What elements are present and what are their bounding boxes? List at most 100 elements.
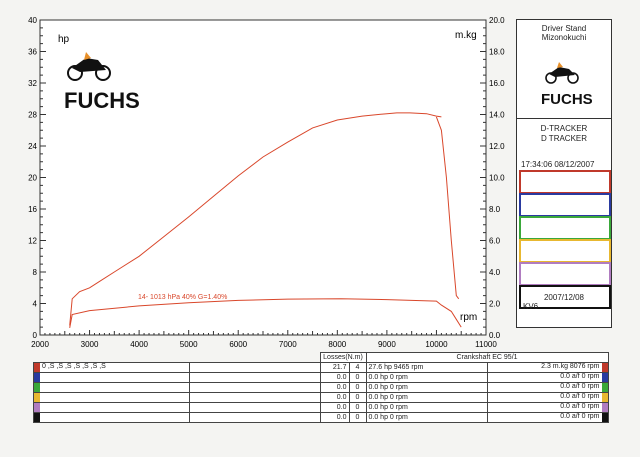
x-tick-label: 6000 — [229, 340, 247, 349]
y-right-tick-label: 8.0 — [489, 205, 501, 214]
losses-b: 0 — [348, 392, 367, 403]
run-color-marker — [34, 413, 40, 422]
x-tick-label: 9000 — [378, 340, 396, 349]
flame-icon — [84, 52, 91, 60]
losses-a: 0.0 — [319, 372, 350, 383]
x-tick-label: 11000 — [475, 340, 497, 349]
y-left-tick-label: 12 — [28, 237, 37, 246]
motorcycle-icon — [549, 67, 575, 77]
run-notes — [189, 412, 321, 423]
y-right-tick-label: 14.0 — [489, 111, 505, 120]
y-left-tick-label: 24 — [28, 142, 37, 151]
peak-torque-text: 0.0 a/f 0 rpm — [560, 373, 600, 380]
y-left-tick-label: 36 — [28, 48, 37, 57]
losses-a: 21.7 — [319, 362, 350, 373]
losses-a: 0.0 — [319, 392, 350, 403]
y-left-tick-label: 20 — [28, 174, 37, 183]
x-tick-label: 4000 — [130, 340, 148, 349]
losses-b: 0 — [348, 412, 367, 423]
motorcycle-icon — [72, 58, 106, 72]
run-swatch — [519, 285, 611, 309]
info-panel: Driver Stand Mizonokuchi FUCHS D-TRACKER… — [516, 19, 612, 328]
losses-a-text: 0.0 — [336, 383, 347, 391]
peak-power: 0.0 hp 0 rpm — [365, 382, 488, 393]
model-line1: D-TRACKER — [540, 124, 588, 133]
y-left-axis-label: hp — [58, 34, 70, 45]
losses-b: 0 — [348, 382, 367, 393]
run-color-marker — [34, 393, 40, 402]
y-left-tick-label: 8 — [33, 268, 38, 277]
run-color-marker — [601, 363, 608, 372]
losses-a-text: 0.0 — [336, 413, 347, 421]
losses-b-text: 0 — [355, 383, 360, 391]
y-left-tick-label: 32 — [28, 79, 37, 88]
run-label-text: 0 ,S ,S ,S ,S ,S ,S ,S — [42, 363, 106, 370]
y-left-axis: 0 4 8 12 16 20 24 28 32 36 40 — [28, 16, 46, 340]
x-tick-label: 2000 — [31, 340, 49, 349]
peak-power: 27.6 hp 9465 rpm — [365, 362, 488, 373]
y-right-axis-label: m.kg — [455, 30, 477, 41]
peak-power-text: 0.0 hp 0 rpm — [368, 403, 408, 411]
y-right-tick-label: 12.0 — [489, 142, 505, 151]
losses-a: 0.0 — [319, 402, 350, 413]
panel-logo: FUCHS — [541, 62, 593, 108]
y-left-tick-label: 4 — [33, 300, 38, 309]
power-line — [435, 116, 460, 300]
peak-torque-text: 2.3 m.kg 8076 rpm — [541, 363, 600, 370]
y-right-tick-label: 6.0 — [489, 237, 501, 246]
peak-power: 0.0 hp 0 rpm — [365, 402, 488, 413]
losses-b: 0 — [348, 402, 367, 413]
losses-b: 4 — [348, 362, 367, 373]
x-unit-label: rpm — [460, 312, 477, 323]
losses-a-text: 0.0 — [336, 393, 347, 401]
y-right-tick-label: 10.0 — [489, 174, 505, 183]
y-left-tick-label: 16 — [28, 205, 37, 214]
peak-power: 0.0 hp 0 rpm — [365, 412, 488, 423]
losses-b: 0 — [348, 372, 367, 383]
peak-power-text: 27.6 hp 9465 rpm — [368, 363, 424, 371]
plot-area — [39, 19, 487, 336]
y-left-tick-label: 28 — [28, 111, 37, 120]
series-group — [69, 112, 462, 328]
run-color-marker — [601, 383, 608, 392]
peak-torque: 2.3 m.kg 8076 rpm — [486, 362, 609, 373]
x-tick-label: 3000 — [81, 340, 99, 349]
run-label — [32, 382, 191, 393]
losses-a-text: 0.0 — [336, 373, 347, 381]
run-notes — [189, 382, 321, 393]
model-line2: D TRACKER — [540, 134, 588, 143]
peak-torque-text: 0.0 a/f 0 rpm — [560, 393, 600, 400]
run-color-marker — [34, 383, 40, 392]
station-line2: Mizonokuchi — [541, 33, 587, 42]
peak-power-text: 0.0 hp 0 rpm — [368, 413, 408, 421]
peak-torque: 0.0 a/f 0 rpm — [486, 392, 609, 403]
run-notes — [189, 362, 321, 373]
y-right-tick-label: 20.0 — [489, 16, 505, 25]
y-left-tick-label: 40 — [28, 16, 37, 25]
peak-torque: 0.0 a/f 0 rpm — [486, 382, 609, 393]
losses-b-text: 4 — [355, 363, 360, 371]
y-right-tick-label: 2.0 — [489, 300, 501, 309]
run-swatch — [519, 170, 611, 194]
table-row: 0.0 0 0.0 hp 0 rpm 0.0 a/f 0 rpm — [32, 382, 609, 393]
peak-torque: 0.0 a/f 0 rpm — [486, 412, 609, 423]
peak-torque-text: 0.0 a/f 0 rpm — [560, 413, 600, 420]
run-swatch — [519, 239, 611, 263]
losses-b-text: 0 — [355, 373, 360, 381]
run-swatch — [519, 262, 611, 286]
bike-wheel-icon — [95, 65, 111, 81]
losses-b-text: 0 — [355, 403, 360, 411]
flame-icon — [557, 62, 563, 68]
run-notes — [189, 372, 321, 383]
run-label: 0 ,S ,S ,S ,S ,S ,S ,S — [32, 362, 191, 373]
peak-power: 0.0 hp 0 rpm — [365, 372, 488, 383]
peak-torque: 0.0 a/f 0 rpm — [486, 372, 609, 383]
peak-torque: 0.0 a/f 0 rpm — [486, 402, 609, 413]
y-right-axis: 0.0 2.0 4.0 6.0 8.0 10.0 12.0 14.0 16.0 18.0 20.0 — [480, 16, 505, 340]
run-color-marker — [34, 363, 40, 372]
peak-power-text: 0.0 hp 0 rpm — [368, 383, 408, 391]
logo-text: FUCHS — [541, 91, 593, 108]
losses-b-text: 0 — [355, 393, 360, 401]
run-label — [32, 392, 191, 403]
